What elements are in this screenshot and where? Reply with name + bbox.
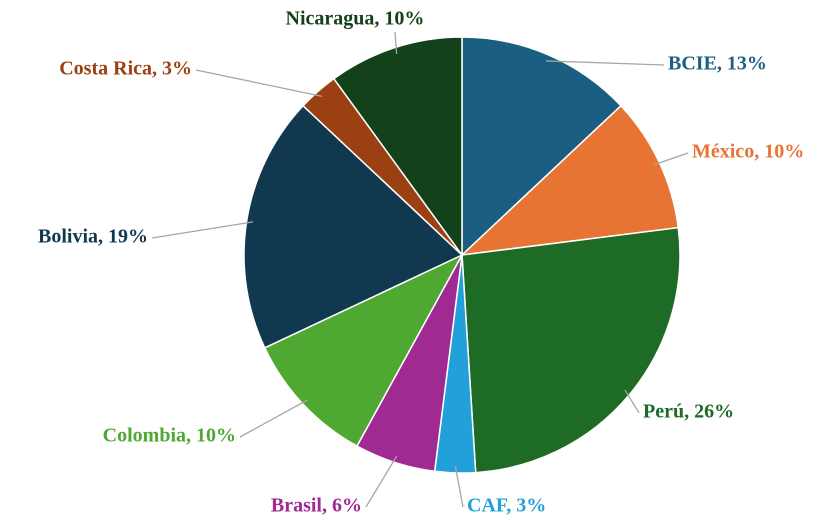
pie-slice: [461, 226, 681, 474]
data-label: CAF, 3%: [467, 495, 546, 517]
data-label: México, 10%: [692, 141, 804, 163]
data-label: Nicaragua, 10%: [286, 8, 425, 30]
leader-line: [394, 31, 398, 54]
data-label: Perú, 26%: [643, 401, 734, 423]
data-label: Brasil, 6%: [271, 495, 362, 517]
pie-slice: [263, 253, 464, 448]
leader-line: [195, 69, 323, 98]
leader-line: [365, 455, 398, 508]
data-label: Bolivia, 19%: [38, 226, 148, 248]
data-label: Colombia, 10%: [103, 425, 236, 447]
leader-line: [653, 152, 689, 166]
leader-line: [239, 399, 309, 438]
pie-slice: [459, 104, 680, 257]
pie-slice: [332, 36, 463, 258]
leader-line: [545, 60, 665, 66]
data-label: Costa Rica, 3%: [59, 58, 192, 80]
data-label: BCIE, 13%: [668, 53, 767, 75]
leader-line: [454, 466, 464, 508]
leader-line: [624, 389, 640, 414]
leader-line: [151, 221, 254, 239]
pie-slice: [461, 36, 622, 257]
pie-slice: [243, 104, 464, 349]
